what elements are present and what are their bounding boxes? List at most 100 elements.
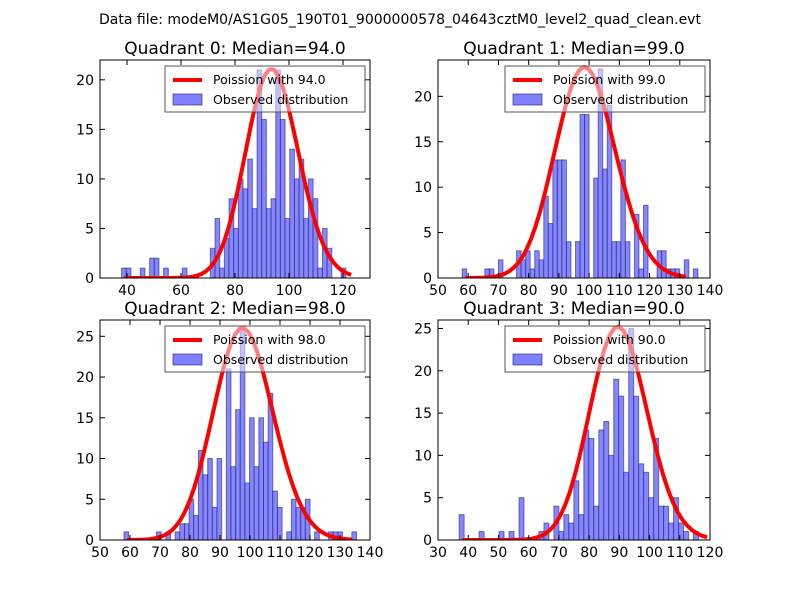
histogram-bar bbox=[692, 268, 699, 278]
histogram-bar bbox=[149, 257, 155, 278]
x-tick-label: 30 bbox=[429, 545, 447, 561]
x-tick-label: 130 bbox=[327, 545, 354, 561]
histogram-bar bbox=[216, 458, 223, 540]
histogram-bar bbox=[153, 257, 160, 278]
histogram-bar bbox=[293, 178, 300, 278]
histogram-bar bbox=[211, 506, 218, 540]
y-tick-label: 10 bbox=[414, 448, 432, 464]
subplot-title: Quadrant 1: Median=99.0 bbox=[463, 39, 685, 59]
subplot-quadrant-1: Quadrant 1: Median=99.050 60 70 80 90 100 110 1… bbox=[414, 39, 723, 299]
x-tick-label: 80 bbox=[520, 283, 538, 299]
histogram-bar bbox=[314, 531, 320, 540]
y-tick-label: 5 bbox=[423, 491, 432, 507]
legend: Poission with 98.0 Observed distribution bbox=[164, 325, 366, 373]
histogram-bar bbox=[556, 159, 563, 278]
histogram-bar bbox=[568, 522, 575, 540]
x-tick-label: 120 bbox=[697, 545, 724, 561]
histogram-bar bbox=[575, 241, 581, 278]
legend-bar-swatch bbox=[172, 353, 203, 366]
legend: Poission with 94.0 Observed distribution bbox=[164, 65, 366, 113]
histogram-bar bbox=[214, 218, 221, 278]
histogram-bar bbox=[183, 523, 190, 540]
x-tick-label: 120 bbox=[636, 283, 663, 299]
x-tick-label: 60 bbox=[459, 283, 477, 299]
legend-label-poisson: Poission with 90.0 bbox=[553, 332, 666, 347]
x-tick-label: 50 bbox=[490, 545, 508, 561]
plot-area bbox=[123, 326, 358, 540]
legend-bar-swatch bbox=[512, 93, 543, 106]
histogram-bar bbox=[661, 250, 667, 278]
histogram-bar bbox=[613, 378, 620, 540]
x-tick-label: 90 bbox=[211, 545, 229, 561]
legend-bar-swatch bbox=[512, 353, 543, 366]
x-tick-label: 50 bbox=[429, 283, 447, 299]
histogram-bar bbox=[520, 259, 527, 278]
histogram-bar bbox=[174, 531, 181, 540]
y-tick-label: 10 bbox=[76, 452, 94, 468]
x-tick-label: 90 bbox=[550, 283, 568, 299]
x-tick-label: 110 bbox=[267, 545, 294, 561]
histogram-bar bbox=[518, 497, 525, 540]
histogram-bar bbox=[225, 368, 232, 540]
y-tick-label: 20 bbox=[76, 73, 94, 89]
x-tick-label: 70 bbox=[151, 545, 169, 561]
legend: Poission with 90.0 Observed distribution bbox=[504, 325, 706, 373]
x-tick-label: 80 bbox=[580, 545, 598, 561]
histogram-bar bbox=[561, 159, 567, 278]
histogram-bar bbox=[658, 505, 665, 540]
x-tick-label: 60 bbox=[520, 545, 538, 561]
histogram-bar bbox=[579, 114, 586, 278]
histogram-bar bbox=[258, 417, 265, 540]
histogram-bar bbox=[593, 177, 599, 278]
histogram-bar bbox=[668, 522, 675, 540]
histogram-bar bbox=[602, 168, 608, 278]
y-tick-label: 0 bbox=[85, 271, 94, 287]
histogram-bar bbox=[633, 213, 640, 278]
x-tick-label: 110 bbox=[606, 283, 633, 299]
figure-suptitle: Data file: modeM0/AS1G05_190T01_90000005… bbox=[99, 12, 701, 28]
histogram-bar bbox=[603, 421, 610, 540]
histogram-bar bbox=[683, 259, 690, 278]
histogram-bar bbox=[623, 471, 630, 540]
histogram-bar bbox=[303, 218, 309, 278]
legend-label-observed: Observed distribution bbox=[553, 92, 688, 107]
histogram-bar bbox=[290, 498, 297, 540]
histogram-bar bbox=[295, 506, 302, 540]
x-tick-label: 130 bbox=[666, 283, 693, 299]
histogram-bar bbox=[237, 178, 244, 278]
x-tick-label: 100 bbox=[276, 283, 303, 299]
histogram-bar bbox=[648, 497, 655, 540]
x-tick-label: 120 bbox=[330, 283, 357, 299]
axes-frame bbox=[99, 319, 371, 541]
histogram-bar bbox=[163, 267, 169, 278]
histogram-bar bbox=[265, 208, 272, 278]
x-tick-label: 80 bbox=[226, 283, 244, 299]
histogram-bar bbox=[615, 241, 622, 278]
histogram-bar bbox=[202, 474, 209, 540]
histogram-bar bbox=[261, 118, 267, 278]
histogram-bar bbox=[123, 531, 130, 540]
y-tick-label: 20 bbox=[76, 370, 94, 386]
histogram-bar bbox=[578, 514, 585, 540]
histogram-bar bbox=[593, 505, 600, 540]
x-tick-label: 140 bbox=[357, 545, 384, 561]
legend-label-observed: Observed distribution bbox=[213, 92, 348, 107]
histogram-bar bbox=[247, 158, 253, 278]
y-tick-label: 20 bbox=[414, 364, 432, 380]
x-tick-label: 120 bbox=[297, 545, 324, 561]
histogram-bar bbox=[251, 208, 258, 278]
subplot-quadrant-0: Quadrant 0: Median=94.0 40 60 80 100 120 0 5 10 1… bbox=[76, 39, 371, 299]
y-tick-label: 5 bbox=[85, 492, 94, 508]
histogram-bar bbox=[351, 531, 358, 540]
histogram-bar bbox=[317, 267, 323, 278]
y-tick-label: 5 bbox=[423, 226, 432, 242]
x-tick-label: 40 bbox=[459, 545, 477, 561]
histogram-bar bbox=[207, 458, 213, 540]
y-tick-label: 10 bbox=[76, 172, 94, 188]
histogram-bar bbox=[563, 514, 570, 540]
subplot-title: Quadrant 0: Median=94.0 bbox=[124, 39, 346, 59]
histogram-bar bbox=[552, 159, 558, 278]
histogram-bar bbox=[565, 241, 572, 278]
x-tick-label: 40 bbox=[118, 283, 136, 299]
